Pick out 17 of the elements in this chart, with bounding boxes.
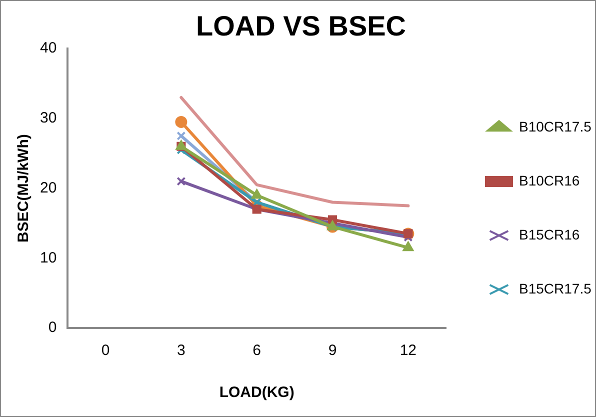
legend-label: B10CR16 (519, 172, 580, 188)
y-tick-label: 0 (48, 319, 57, 336)
x-tick-label: 9 (328, 342, 337, 360)
x-tick-label: 12 (400, 342, 417, 360)
x-tick-label: 0 (101, 342, 110, 360)
x-tick-label: 3 (177, 342, 186, 360)
y-tick-label: 20 (40, 179, 57, 196)
y-tick-label: 40 (40, 40, 57, 57)
legend-label: B15CR17.5 (519, 280, 592, 296)
y-axis-title: BSEC(MJ/kWh) (15, 134, 32, 242)
x-tick-label: 6 (252, 342, 262, 360)
y-tick-label: 10 (40, 249, 57, 266)
legend-label: B15CR16 (519, 226, 580, 242)
legend-label: B10CR17.5 (519, 118, 592, 134)
x-axis-title: LOAD(KG) (219, 384, 294, 402)
y-tick-label: 30 (40, 110, 57, 127)
chart-title: LOAD VS BSEC (196, 10, 406, 42)
